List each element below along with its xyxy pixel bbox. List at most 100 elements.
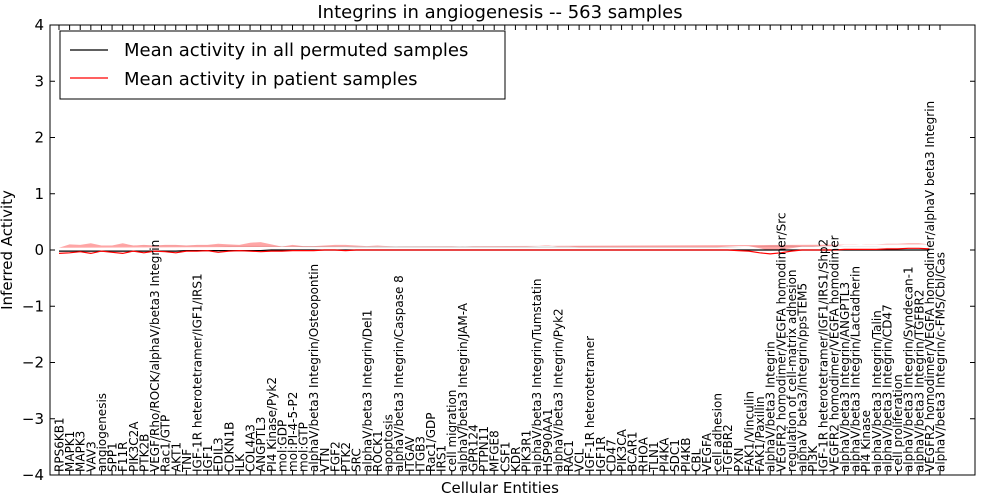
x-tick-label: cell adhesion — [711, 393, 725, 472]
y-axis-label: Inferred Activity — [0, 190, 16, 310]
x-tick-label: COL4A3 — [244, 424, 258, 472]
x-tick-label: PXN — [732, 448, 746, 472]
x-tick-label: KDR — [509, 447, 523, 472]
x-tick-label: VEGFA — [700, 432, 714, 472]
x-tick-label: ANGPTL3 — [254, 417, 268, 472]
y-tick-label: 4 — [34, 16, 44, 34]
x-tick-label: alphaV/beta3 Integrin/Osteopontin — [307, 264, 321, 472]
x-tick-label: alphaV/beta3 Integrin — [764, 341, 778, 472]
x-tick-label: alphaV beta3/Integrin/ppsTEM5 — [796, 283, 810, 472]
x-tick-label: PIK3CA — [615, 428, 629, 472]
x-tick-label: MAPK3 — [74, 431, 88, 472]
x-tick-label: IGF1R — [594, 436, 608, 472]
x-tick-label: CSF1 — [498, 441, 512, 472]
x-tick-label: F11R — [116, 441, 130, 472]
x-tick-label: alphaV/beta3 Integrin/Tumstatin — [530, 279, 544, 473]
x-tick-label: IGF-1R heterotetramer/IGF1/IRS1/Shp2 — [817, 239, 831, 472]
y-tick-label: 3 — [34, 72, 44, 90]
x-tick-label: RPS6KB1 — [53, 417, 67, 472]
x-tick-label: Rac1/GDP — [424, 413, 438, 472]
x-tick-label: MAPK1 — [63, 431, 77, 472]
x-tick-label: GPR124 — [467, 424, 481, 472]
x-tick-label: EDIL3 — [212, 437, 226, 472]
x-tick-label: FAK1/Paxillin — [753, 396, 767, 472]
x-tick-label: alphaV/beta3 Integrin/ANGPTL3 — [838, 282, 852, 472]
x-tick-label: alphaV/beta3 Integrin/CD47 — [880, 304, 894, 472]
x-tick-label: IGF-1R heterotetramer/IGF1/IRS1 — [191, 273, 205, 472]
x-tick-label: VEGFR2 homodimer/VEGFA homodimer/Src — [774, 212, 788, 472]
y-tick-label: −2 — [22, 354, 44, 372]
y-tick-label: 2 — [34, 129, 44, 147]
y-tick-label: 1 — [34, 185, 44, 203]
x-tick-label: SPP1 — [106, 442, 120, 472]
confidence-bands — [59, 242, 930, 251]
x-tick-label: alphaV/beta3 Integrin/c-FMS/Cbl/Cas — [934, 252, 948, 472]
x-tick-label: ROCK1 — [371, 430, 385, 472]
x-tick-label: alphaV/beta3 Integrin/Pyk2 — [551, 308, 565, 472]
series-lines — [58, 247, 930, 255]
legend-label-patient: Mean activity in patient samples — [124, 69, 418, 90]
x-tick-label: PI4 Kinase/Pyk2 — [265, 377, 279, 472]
x-tick-label: VEGFR2 homodimer/VEGFA homodimer — [827, 235, 841, 472]
x-tick-label: PI4KB — [679, 438, 693, 473]
x-tick-label: IRS1 — [435, 445, 449, 472]
band-patient — [59, 242, 930, 251]
legend: Mean activity in all permuted samples Me… — [59, 30, 506, 100]
x-tick-label: VCL — [573, 448, 587, 472]
x-tick-label: IGF1 — [201, 445, 215, 472]
x-tick-label: apoptosis — [382, 414, 396, 472]
x-tick-label: PTPN11 — [477, 426, 491, 472]
legend-box — [59, 30, 506, 100]
x-tick-label: alphaV/beta3 Integrin/Del1 — [360, 310, 374, 472]
x-tick-label: IGF-1R heterotetramer — [583, 336, 597, 472]
x-tick-label: CD47 — [605, 439, 619, 472]
x-tick-label: HSP90AA1 — [541, 408, 555, 472]
x-tick-label: PI3K — [806, 445, 820, 472]
x-tick-label: SRC — [350, 448, 364, 472]
x-tick-label: alphaV/beta3 Integrin/Syndecan-1 — [902, 266, 916, 472]
band-permuted — [59, 245, 930, 248]
x-tick-label: mol:GTP — [297, 422, 311, 472]
x-tick-label: AKT1 — [169, 442, 183, 472]
x-tick-label: TNF — [180, 449, 194, 473]
x-tick-label: VEGFR2 homodimer/VEGFA homodimer/alphaV … — [923, 101, 937, 472]
x-axis-ticks: RPS6KB1MAPK1MAPK3VAV3angiogenesisSPP1F11… — [53, 25, 948, 475]
x-tick-label: RHOA — [636, 436, 650, 472]
x-tick-label: cell migration — [445, 390, 459, 472]
x-tick-label: cell proliferation — [891, 374, 905, 472]
x-tick-label: PIK3C2A — [127, 421, 141, 472]
x-tick-label: BCAR1 — [626, 431, 640, 472]
x-tick-label: PI4 Kinase — [859, 410, 873, 472]
x-tick-label: FAK1/Vinculin — [742, 391, 756, 472]
x-tick-label: angiogenesis — [95, 393, 109, 472]
x-tick-label: FGF2 — [329, 441, 343, 472]
x-tick-label: regulation of cell-matrix adhesion — [785, 269, 799, 472]
x-tick-label: mol:PI-4-5-P2 — [286, 392, 300, 472]
x-tick-label: CBL — [689, 448, 703, 472]
y-tick-label: −1 — [22, 297, 44, 315]
chart-title: Integrins in angiogenesis -- 563 samples — [317, 2, 682, 23]
x-tick-label: alphaV/beta3 Integrin/Lactadherin — [849, 266, 863, 472]
x-tick-label: VTN — [318, 448, 332, 473]
x-tick-label: PIK3R1 — [520, 430, 534, 472]
x-tick-label: PTK2B — [137, 434, 151, 472]
x-tick-label: TLN1 — [647, 441, 661, 473]
y-tick-label: 0 — [34, 241, 44, 259]
series-line-patient — [58, 247, 930, 255]
x-tick-label: mol:GDP — [275, 420, 289, 472]
x-tick-label: RAC1 — [562, 440, 576, 472]
x-tick-label: ILK — [233, 453, 247, 472]
legend-label-permuted: Mean activity in all permuted samples — [124, 40, 468, 61]
x-tick-label: ITGAV — [403, 435, 417, 472]
x-tick-label: alphaV/beta3 Integrin/JAM-A — [456, 302, 470, 472]
x-tick-label: PI4KA — [658, 437, 672, 472]
x-tick-label: VAV3 — [84, 441, 98, 472]
y-tick-label: −4 — [22, 466, 44, 484]
x-axis-label: Cellular Entities — [441, 479, 559, 497]
x-tick-label: Rac1/GTP — [159, 415, 173, 472]
x-tick-label: ITGB3 — [413, 436, 427, 472]
x-tick-label: VEGF/Rho/ROCK/alphaV/beta3 Integrin — [148, 240, 162, 472]
x-tick-label: CDKN1B — [222, 422, 236, 472]
x-tick-label: alphaV/beta3 Integrin/TGFBR2 — [912, 289, 926, 472]
